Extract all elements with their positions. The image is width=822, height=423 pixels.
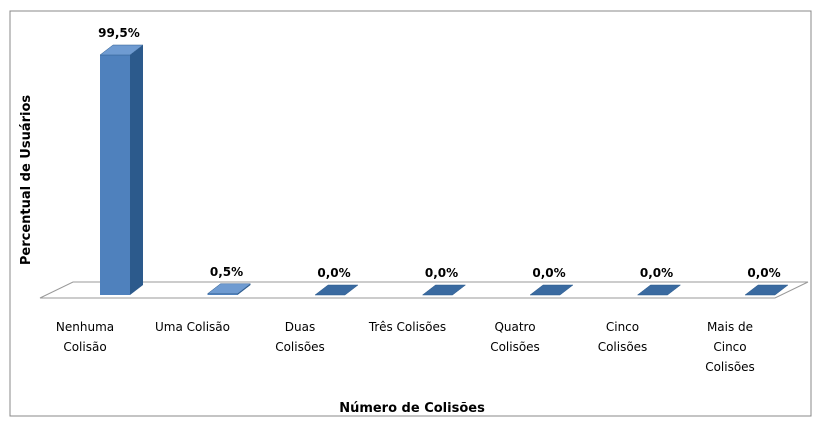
x-tick-label: Cinco Colisões — [597, 320, 648, 354]
bar-top — [206, 283, 252, 295]
x-axis-label: Número de Colisões — [339, 401, 485, 416]
x-tick-label: Quatro Colisões — [490, 320, 540, 354]
chart-border — [9, 10, 812, 417]
data-label: 0,0% — [747, 266, 780, 280]
bar — [207, 293, 238, 295]
x-tick-label: Mais de Cinco Colisões — [705, 320, 755, 374]
data-label: 0,0% — [317, 266, 350, 280]
x-tick-label: Três Colisões — [368, 320, 447, 334]
x-tick-label: Uma Colisão — [155, 320, 230, 334]
data-label: 0,5% — [210, 265, 243, 279]
bar — [100, 55, 130, 295]
x-tick-label: Nenhuma Colisão — [55, 320, 115, 354]
bar-top — [421, 284, 467, 296]
data-label: 99,5% — [98, 26, 140, 40]
data-label: 0,0% — [425, 266, 458, 280]
x-tick-label: Duas Colisões — [275, 320, 325, 354]
data-label: 0,0% — [640, 266, 673, 280]
floor — [39, 281, 809, 299]
data-label: 0,0% — [532, 266, 565, 280]
bar-top — [99, 44, 144, 56]
bar-top — [636, 284, 682, 296]
bar-top — [529, 284, 574, 296]
bar-top — [314, 284, 359, 296]
bar-top — [744, 284, 789, 296]
bar-side — [130, 45, 143, 295]
y-axis-label: Percentual de Usuários — [19, 95, 34, 266]
